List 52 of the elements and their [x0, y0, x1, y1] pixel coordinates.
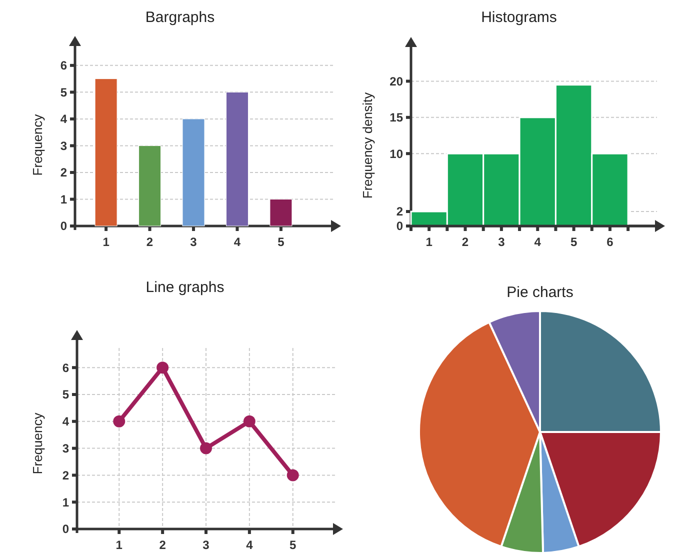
x-tick-label: 4	[234, 235, 241, 249]
y-tick-label: 2	[62, 468, 70, 482]
x-tick-label: 6	[606, 235, 614, 249]
point	[113, 415, 126, 428]
x-tick-label: 3	[498, 235, 506, 249]
chart-title: Pie charts	[506, 284, 574, 301]
chart-title: Line graphs	[146, 279, 224, 296]
x-tick-label: 1	[116, 538, 123, 552]
y-tick-label: 1	[62, 495, 70, 510]
bar	[182, 118, 205, 226]
x-tick-label: 4	[534, 235, 542, 249]
y-axis-title: Frequency	[30, 412, 45, 474]
y-tick-label: 0	[62, 522, 70, 536]
x-tick-label: 3	[190, 235, 198, 249]
y-tick-label: 4	[62, 414, 70, 429]
point	[156, 362, 169, 374]
x-tick-label: 3	[202, 538, 210, 552]
y-tick-label: 5	[62, 388, 70, 402]
x-tick-label: 2	[462, 235, 469, 249]
y-tick-label: 2	[60, 166, 68, 180]
y-axis-title: Frequency	[30, 114, 45, 176]
bar	[138, 145, 162, 226]
y-tick-label: 5	[60, 85, 68, 100]
point	[200, 442, 212, 454]
y-tick-label: 10	[390, 146, 404, 161]
x-tick-label: 5	[278, 235, 285, 249]
bar	[94, 78, 118, 226]
x-tick-label: 1	[426, 235, 433, 249]
bar	[226, 92, 248, 226]
x-tick-label: 5	[290, 538, 297, 552]
y-tick-label: 2	[396, 204, 404, 219]
x-tick-label: 2	[159, 538, 166, 552]
point	[286, 469, 299, 482]
x-tick-label: 4	[246, 538, 254, 552]
y-tick-label: 20	[390, 74, 404, 88]
point	[243, 415, 256, 428]
chart-title: Bargraphs	[145, 9, 215, 26]
y-tick-label: 15	[390, 110, 404, 125]
y-tick-label: 0	[396, 219, 404, 234]
y-tick-label: 4	[60, 112, 68, 126]
y-tick-label: 0	[60, 219, 68, 234]
x-tick-label: 5	[570, 235, 578, 249]
y-tick-label: 3	[62, 441, 70, 456]
y-tick-label: 1	[60, 192, 68, 206]
bar	[270, 198, 292, 226]
x-tick-label: 1	[102, 235, 110, 249]
y-tick-label: 6	[62, 360, 70, 375]
x-tick-label: 2	[146, 235, 154, 249]
y-axis-title: Frequency density	[360, 92, 375, 199]
chart-title: Histograms	[481, 9, 557, 26]
y-tick-label: 6	[60, 58, 68, 73]
y-tick-label: 3	[60, 138, 68, 153]
